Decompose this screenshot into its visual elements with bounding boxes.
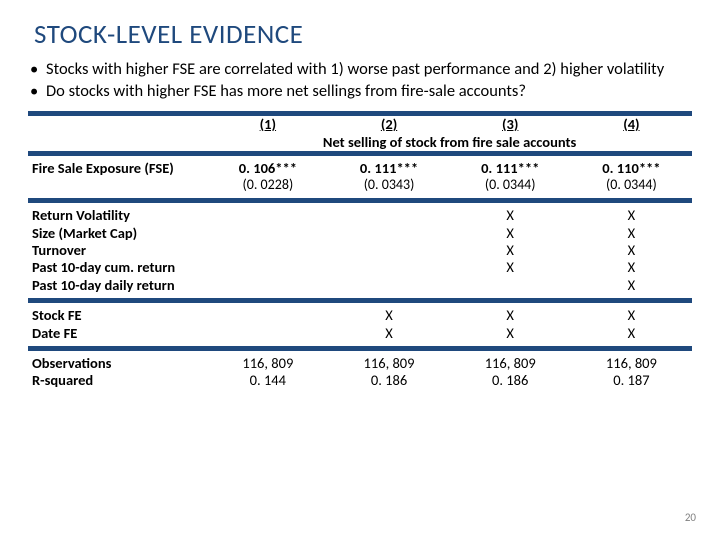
control-mark: [450, 277, 571, 294]
page-number: 20: [685, 511, 696, 524]
fe-mark: X: [450, 325, 571, 342]
fe-mark: X: [571, 325, 692, 342]
fse-coef: 0. 111***: [450, 160, 571, 177]
r2-value: 0. 187: [571, 372, 692, 389]
fse-label: Fire Sale Exposure (FSE): [28, 160, 207, 177]
obs-value: 116, 809: [571, 355, 692, 372]
control-label: Turnover: [28, 242, 207, 259]
fe-label: Date FE: [28, 325, 207, 342]
control-mark: X: [571, 277, 692, 294]
fe-mark: [207, 325, 328, 342]
regression-table: (1) (2) (3) (4) Net selling of stock fro…: [28, 111, 692, 389]
obs-value: 116, 809: [328, 355, 449, 372]
r2-value: 0. 186: [450, 372, 571, 389]
control-mark: X: [450, 242, 571, 259]
fse-se: (0. 0343): [328, 177, 449, 194]
fe-label: Stock FE: [28, 307, 207, 324]
r2-value: 0. 186: [328, 372, 449, 389]
control-mark: [207, 207, 328, 224]
bullet-item: Stocks with higher FSE are correlated wi…: [28, 59, 692, 80]
r2-label: R-squared: [28, 372, 207, 389]
col-header: (4): [571, 116, 692, 133]
control-mark: [328, 225, 449, 242]
control-mark: [207, 259, 328, 276]
control-label: Return Volatility: [28, 207, 207, 224]
obs-value: 116, 809: [450, 355, 571, 372]
control-mark: X: [571, 207, 692, 224]
fse-se: (0. 0344): [571, 177, 692, 194]
control-label: Past 10-day cum. return: [28, 259, 207, 276]
fe-mark: X: [571, 307, 692, 324]
control-label: Size (Market Cap): [28, 225, 207, 242]
col-header: (1): [207, 116, 328, 133]
col-header: (2): [328, 116, 449, 133]
control-mark: [328, 259, 449, 276]
control-mark: X: [571, 259, 692, 276]
control-mark: [207, 242, 328, 259]
fse-coef: 0. 110***: [571, 160, 692, 177]
fse-se: (0. 0228): [207, 177, 328, 194]
obs-value: 116, 809: [207, 355, 328, 372]
page-title: STOCK-LEVEL EVIDENCE: [34, 18, 692, 51]
fe-mark: X: [328, 325, 449, 342]
obs-label: Observations: [28, 355, 207, 372]
control-mark: X: [450, 207, 571, 224]
fse-coef: 0. 106***: [207, 160, 328, 177]
sub-header: Net selling of stock from fire sale acco…: [207, 134, 692, 151]
control-mark: [328, 242, 449, 259]
control-mark: X: [450, 225, 571, 242]
fse-coef: 0. 111***: [328, 160, 449, 177]
control-mark: [328, 207, 449, 224]
control-mark: [328, 277, 449, 294]
fe-mark: X: [450, 307, 571, 324]
fe-mark: X: [328, 307, 449, 324]
bullet-item: Do stocks with higher FSE has more net s…: [28, 81, 692, 102]
control-mark: X: [571, 225, 692, 242]
control-mark: [207, 277, 328, 294]
fse-se: (0. 0344): [450, 177, 571, 194]
control-mark: [207, 225, 328, 242]
control-mark: X: [571, 242, 692, 259]
r2-value: 0. 144: [207, 372, 328, 389]
bullet-list: Stocks with higher FSE are correlated wi…: [28, 59, 692, 101]
control-label: Past 10-day daily return: [28, 277, 207, 294]
col-header: (3): [450, 116, 571, 133]
fe-mark: [207, 307, 328, 324]
control-mark: X: [450, 259, 571, 276]
